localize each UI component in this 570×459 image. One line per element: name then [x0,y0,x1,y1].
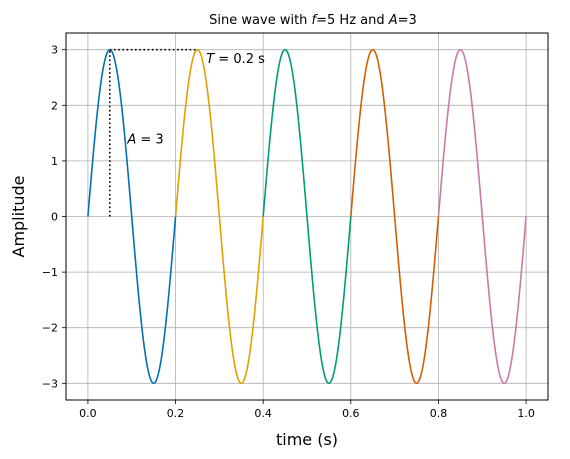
x-tick-label: 0.8 [430,407,448,420]
y-tick-label: −2 [42,322,58,335]
sine-segment-4 [350,48,440,385]
y-tick-label: 3 [51,44,58,57]
title-prefix: Sine wave with [209,13,311,28]
sine-segment-2 [174,48,264,385]
guide-lines [109,48,198,217]
series-lines [87,48,527,385]
x-tick-label: 0.6 [342,407,360,420]
x-tick-label: 0.0 [79,407,97,420]
x-tick-label: 0.2 [167,407,185,420]
y-tick-label: 0 [51,211,58,224]
title-a-value: =3 [398,13,417,28]
sine-segment-1 [87,48,177,385]
chart-title: Sine wave with f=5 Hz and A=3 [209,13,417,28]
period-annotation: T = 0.2 s [206,52,265,67]
title-a-symbol: A [388,13,398,28]
y-axis-ticks: −3 −2 −1 0 1 2 3 [42,44,66,390]
y-tick-label: 2 [51,99,58,112]
title-f-value: =5 Hz and [316,13,389,28]
x-axis-ticks: 0.0 0.2 0.4 0.6 0.8 1.0 [79,400,535,420]
x-axis-label: time (s) [276,430,338,449]
sine-segment-3 [262,48,352,385]
x-tick-label: 1.0 [517,407,535,420]
y-tick-label: 1 [51,155,58,168]
title-f-symbol: f [312,13,319,28]
x-tick-label: 0.4 [254,407,272,420]
annotations: A = 3 T = 0.2 s [126,52,265,148]
amplitude-annotation: A = 3 [126,133,163,148]
sine-segment-5 [437,48,527,385]
y-tick-label: −3 [42,377,58,390]
y-axis-label: Amplitude [9,176,28,258]
y-tick-label: −1 [42,266,58,279]
